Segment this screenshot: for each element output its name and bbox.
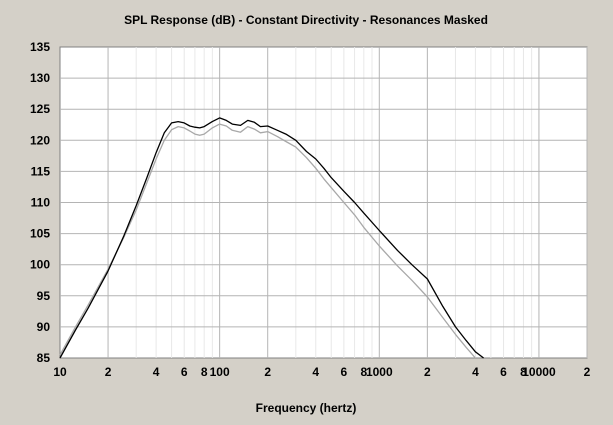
y-tick-label: 120 <box>30 133 50 147</box>
x-tick-label: 8 <box>360 365 367 379</box>
y-tick-label: 95 <box>37 289 51 303</box>
y-tick-label: 125 <box>30 102 50 116</box>
y-tick-label: 90 <box>37 320 51 334</box>
x-tick-label: 4 <box>312 365 319 379</box>
x-tick-label: 10000 <box>522 365 556 379</box>
x-tick-label: 2 <box>424 365 431 379</box>
x-tick-label: 2 <box>264 365 271 379</box>
x-tick-label: 6 <box>181 365 188 379</box>
grid <box>60 47 588 358</box>
y-tick-label: 105 <box>30 227 50 241</box>
x-axis-label: Frequency (hertz) <box>256 401 357 415</box>
x-tick-label: 4 <box>153 365 160 379</box>
y-tick-label: 115 <box>31 164 51 178</box>
y-axis-ticks: 85 90 95 100 105 110 115 120 125 130 135 <box>30 40 50 365</box>
x-tick-label: 2 <box>105 365 112 379</box>
y-tick-label: 135 <box>30 40 50 54</box>
x-tick-label: 6 <box>341 365 348 379</box>
x-tick-label: 8 <box>201 365 208 379</box>
y-tick-label: 130 <box>30 71 50 85</box>
y-tick-label: 100 <box>30 258 50 272</box>
series-group <box>59 117 484 359</box>
x-tick-label: 100 <box>210 365 230 379</box>
x-tick-label: 4 <box>472 365 479 379</box>
chart-title: SPL Response (dB) - Constant Directivity… <box>124 13 488 27</box>
y-tick-label: 85 <box>37 351 51 365</box>
series-line <box>59 123 476 359</box>
x-tick-label: 2 <box>584 365 591 379</box>
y-tick-label: 110 <box>31 196 51 210</box>
series-line <box>59 117 484 359</box>
x-tick-label: 8 <box>520 365 527 379</box>
x-tick-label: 6 <box>500 365 507 379</box>
x-tick-label: 1000 <box>366 365 393 379</box>
x-tick-label: 10 <box>53 365 67 379</box>
